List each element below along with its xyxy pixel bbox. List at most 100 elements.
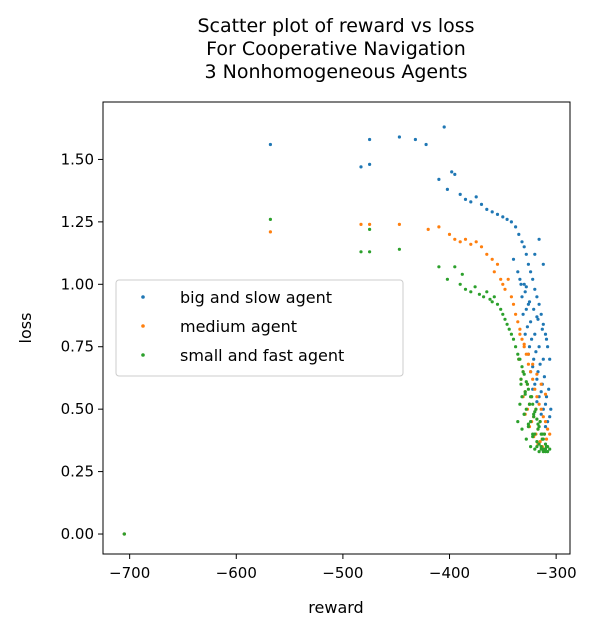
data-point xyxy=(517,232,521,236)
data-point xyxy=(521,370,525,374)
data-point xyxy=(529,445,533,449)
x-tick-label: −500 xyxy=(322,564,363,582)
data-point xyxy=(526,262,531,266)
data-point xyxy=(501,282,505,286)
data-point xyxy=(535,440,539,444)
data-point xyxy=(477,292,481,296)
data-point xyxy=(543,402,548,406)
data-point xyxy=(469,242,473,246)
data-point xyxy=(519,282,523,286)
x-tick-label: −400 xyxy=(429,564,470,582)
data-point xyxy=(509,295,513,299)
data-point xyxy=(524,252,528,256)
data-point xyxy=(519,377,523,381)
data-point xyxy=(458,282,462,286)
data-point xyxy=(499,277,503,281)
data-point xyxy=(501,312,505,316)
data-point xyxy=(523,290,527,294)
data-point xyxy=(518,277,522,281)
data-point xyxy=(531,432,535,436)
data-point xyxy=(537,302,541,306)
data-point xyxy=(536,317,540,321)
data-point xyxy=(368,227,372,231)
data-point xyxy=(359,222,363,226)
data-point xyxy=(474,240,478,244)
data-point xyxy=(463,237,468,241)
data-point xyxy=(535,372,539,376)
data-point xyxy=(535,417,539,421)
data-point xyxy=(503,287,507,291)
data-point xyxy=(520,295,524,299)
data-point xyxy=(529,270,533,274)
data-point xyxy=(458,240,462,244)
data-point xyxy=(485,207,489,211)
data-point xyxy=(538,362,542,366)
data-point xyxy=(544,437,549,441)
data-point xyxy=(506,277,510,281)
data-point xyxy=(543,392,548,396)
data-point xyxy=(547,387,551,391)
data-point xyxy=(516,352,520,356)
data-point xyxy=(492,270,496,274)
data-point xyxy=(424,142,428,147)
data-point xyxy=(533,332,537,336)
data-point xyxy=(533,447,537,451)
data-point xyxy=(511,257,516,261)
data-point xyxy=(473,285,477,289)
data-point xyxy=(539,312,543,316)
data-point xyxy=(359,250,363,254)
data-point xyxy=(519,382,523,386)
data-point xyxy=(525,382,530,386)
data-point xyxy=(527,345,532,349)
data-point xyxy=(368,162,372,166)
data-point xyxy=(526,422,531,426)
data-point xyxy=(469,290,473,294)
data-point xyxy=(522,245,526,249)
data-point xyxy=(463,197,468,201)
data-point xyxy=(268,230,272,234)
data-point xyxy=(479,202,484,206)
data-point xyxy=(536,427,540,431)
data-point xyxy=(541,450,545,454)
data-point xyxy=(523,392,527,396)
data-point xyxy=(540,327,544,331)
y-tick-label: 1.00 xyxy=(61,275,94,293)
data-point xyxy=(524,437,528,441)
legend-box xyxy=(115,279,404,377)
data-point xyxy=(537,395,541,399)
y-tick-label: 0.75 xyxy=(61,338,94,356)
data-point xyxy=(535,445,539,449)
legend: big and slow agent medium agent small and … xyxy=(115,279,404,377)
data-point xyxy=(460,272,464,276)
data-point xyxy=(529,320,533,324)
data-point xyxy=(488,297,492,301)
data-point xyxy=(535,395,539,399)
data-point xyxy=(453,265,457,269)
data-point xyxy=(532,415,536,419)
data-point xyxy=(548,415,552,419)
data-point xyxy=(507,327,511,331)
data-point xyxy=(474,195,478,199)
data-point xyxy=(532,307,536,311)
data-point xyxy=(523,390,527,394)
data-point xyxy=(535,315,539,319)
data-point xyxy=(520,240,524,244)
data-point xyxy=(445,187,449,191)
data-point xyxy=(518,402,522,406)
data-point xyxy=(537,345,541,349)
data-point xyxy=(479,245,484,249)
data-point xyxy=(531,402,535,406)
data-point xyxy=(533,382,537,386)
data-point xyxy=(537,425,541,429)
data-point xyxy=(485,252,489,256)
data-point xyxy=(525,325,530,329)
data-point xyxy=(531,277,535,281)
data-point xyxy=(447,232,452,236)
data-point xyxy=(368,250,372,254)
data-point xyxy=(492,295,496,299)
data-point xyxy=(511,302,516,306)
data-point xyxy=(540,437,544,441)
data-point xyxy=(531,377,535,381)
data-point xyxy=(503,317,507,321)
data-point xyxy=(529,370,533,374)
